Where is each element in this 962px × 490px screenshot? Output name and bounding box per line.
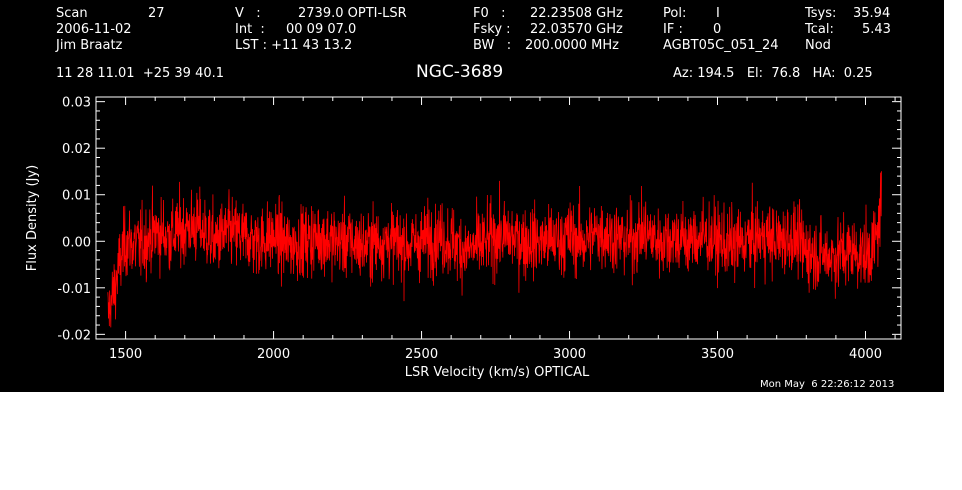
y-axis-label: Flux Density (Jy) xyxy=(25,165,40,271)
if-value: 0 xyxy=(713,22,722,37)
trace-layer xyxy=(107,171,883,328)
f0-value: 22.23508 GHz xyxy=(530,6,623,21)
bandwidth-label: BW : xyxy=(473,38,512,53)
observation-date: 2006-11-02 xyxy=(56,22,132,37)
tcal-value: 5.43 xyxy=(862,22,891,37)
timestamp: Mon May 6 22:26:12 2013 xyxy=(760,379,895,390)
x-tick-label: 2000 xyxy=(257,347,290,362)
y-tick-label: -0.01 xyxy=(57,282,91,297)
plot-panel: Scan 27 2006-11-02 Jim Braatz V : 2739.0… xyxy=(0,0,944,392)
y-tick-label: 0.01 xyxy=(62,189,91,204)
az-el-ha: Az: 194.5 El: 76.8 HA: 0.25 xyxy=(673,66,873,81)
project-id: AGBT05C_051_24 xyxy=(663,38,779,53)
polarization-label: Pol: xyxy=(663,6,687,21)
integration-value: 00 09 07.0 xyxy=(286,22,357,37)
chart-title: NGC-3689 xyxy=(416,62,504,82)
tsys-value: 35.94 xyxy=(853,6,891,21)
polarization-value: I xyxy=(716,6,720,21)
bandwidth-value: 200.0000 MHz xyxy=(525,38,619,53)
plot-frame xyxy=(95,96,902,340)
y-tick-label: -0.02 xyxy=(57,328,91,343)
y-tick-label: 0.02 xyxy=(62,142,91,157)
integration-label: Int : xyxy=(235,22,265,37)
spectrum-chart: 1500 2000 2500 3000 3500 4000 -0.02 -0.01 0.00 0.… xyxy=(25,96,902,380)
source-coordinates: 11 28 11.01 +25 39 40.1 xyxy=(56,66,225,81)
velocity-label: V : xyxy=(235,6,261,21)
x-tick-label: 4000 xyxy=(849,347,882,362)
scan-number: 27 xyxy=(148,6,165,21)
scan-label: Scan xyxy=(56,6,88,21)
if-label: IF : xyxy=(663,22,683,37)
observing-mode: Nod xyxy=(805,38,831,53)
fsky-value: 22.03570 GHz xyxy=(530,22,623,37)
f0-label: F0 : xyxy=(473,6,506,21)
y-tick-label: 0.00 xyxy=(62,235,91,250)
lst-value: LST : +11 43 13.2 xyxy=(235,38,353,53)
tsys-label: Tsys: xyxy=(805,6,837,21)
velocity-value: 2739.0 OPTI-LSR xyxy=(298,6,407,21)
y-tick-label: 0.03 xyxy=(62,96,91,111)
x-tick-label: 3000 xyxy=(553,347,586,362)
observer-name: Jim Braatz xyxy=(56,38,123,53)
fsky-label: Fsky : xyxy=(473,22,511,37)
spectrum-trace xyxy=(107,171,883,328)
x-axis-label: LSR Velocity (km/s) OPTICAL xyxy=(405,365,590,380)
ticks-layer: 1500 2000 2500 3000 3500 4000 -0.02 -0.01 0.00 0.… xyxy=(57,96,901,362)
x-tick-label: 1500 xyxy=(109,347,142,362)
x-tick-label: 3500 xyxy=(701,347,734,362)
x-tick-label: 2500 xyxy=(405,347,438,362)
tcal-label: Tcal: xyxy=(805,22,834,37)
